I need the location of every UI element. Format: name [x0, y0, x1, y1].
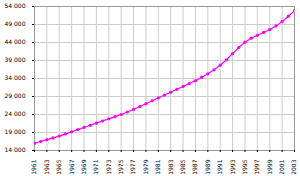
- svg-text:1975: 1975: [117, 159, 124, 174]
- svg-text:49 000: 49 000: [5, 20, 26, 27]
- svg-text:1971: 1971: [92, 159, 99, 174]
- svg-text:1969: 1969: [80, 159, 87, 174]
- svg-text:1985: 1985: [179, 159, 186, 174]
- svg-text:1961: 1961: [30, 159, 37, 174]
- svg-text:29 000: 29 000: [5, 92, 26, 99]
- svg-text:1981: 1981: [154, 159, 161, 174]
- svg-text:2001: 2001: [278, 159, 285, 174]
- svg-text:1967: 1967: [68, 159, 75, 174]
- svg-text:2003: 2003: [290, 159, 297, 174]
- svg-text:1983: 1983: [167, 159, 174, 174]
- svg-text:1977: 1977: [129, 159, 136, 174]
- svg-text:54 000: 54 000: [5, 2, 26, 9]
- svg-text:34 000: 34 000: [5, 74, 26, 81]
- svg-text:1987: 1987: [191, 159, 198, 174]
- svg-text:24 000: 24 000: [5, 110, 26, 117]
- svg-text:1999: 1999: [266, 159, 273, 174]
- svg-text:1965: 1965: [55, 159, 62, 174]
- svg-text:44 000: 44 000: [5, 38, 26, 45]
- svg-text:19 000: 19 000: [5, 128, 26, 135]
- svg-text:1995: 1995: [241, 159, 248, 174]
- svg-text:1973: 1973: [105, 159, 112, 174]
- svg-text:1991: 1991: [216, 159, 223, 174]
- svg-text:39 000: 39 000: [5, 56, 26, 63]
- svg-text:1979: 1979: [142, 159, 149, 174]
- svg-text:1963: 1963: [43, 159, 50, 174]
- svg-text:14 000: 14 000: [5, 146, 26, 153]
- svg-text:1989: 1989: [204, 159, 211, 174]
- svg-text:1997: 1997: [253, 159, 260, 174]
- svg-text:1993: 1993: [229, 159, 236, 174]
